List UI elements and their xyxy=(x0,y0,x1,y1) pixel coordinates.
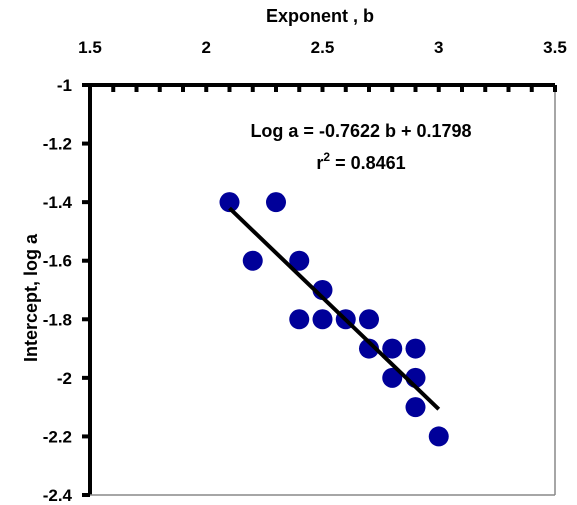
y-tick-label: -1.4 xyxy=(43,193,73,212)
data-point xyxy=(312,309,333,330)
y-tick-label: -2.2 xyxy=(43,427,72,446)
trendline xyxy=(228,206,441,411)
data-point xyxy=(382,338,403,359)
r-squared-symbol: r xyxy=(316,153,323,173)
data-point xyxy=(289,309,310,330)
data-point xyxy=(405,338,426,359)
data-point xyxy=(219,192,240,213)
x-tick-label: 2.5 xyxy=(311,38,335,57)
y-tick-label: -2 xyxy=(57,369,72,388)
x-ticks xyxy=(88,85,557,92)
x-tick-label: 3 xyxy=(434,38,443,57)
y-tick-labels: -1 -1.2 -1.4 -1.6 -1.8 -2 -2.2 -2.4 xyxy=(43,76,73,505)
r-squared-superscript: 2 xyxy=(323,150,330,164)
x-tick-label: 2 xyxy=(202,38,211,57)
data-point xyxy=(359,338,379,359)
regression-equation: Log a = -0.7622 b + 0.1798 xyxy=(250,121,471,141)
x-tick-labels: 1.5 2 2.5 3 3.5 xyxy=(78,38,567,57)
y-tick-label: -1 xyxy=(57,76,72,95)
y-tick-label: -1.2 xyxy=(43,135,72,154)
data-point xyxy=(382,367,403,388)
x-axis-title: Exponent , b xyxy=(266,6,374,26)
y-ticks xyxy=(82,83,90,497)
y-tick-label: -2.4 xyxy=(43,486,73,505)
data-point xyxy=(242,250,263,271)
data-point xyxy=(405,397,426,418)
r-squared-label: r2 = 0.8461 xyxy=(316,150,405,173)
data-point xyxy=(428,426,449,447)
r-squared-value: = 0.8461 xyxy=(330,153,406,173)
data-point xyxy=(289,250,310,271)
y-tick-label: -1.6 xyxy=(43,252,72,271)
x-tick-label: 3.5 xyxy=(543,38,567,57)
data-point xyxy=(266,192,286,213)
data-point xyxy=(359,309,379,330)
y-tick-label: -1.8 xyxy=(43,310,72,329)
x-tick-label: 1.5 xyxy=(78,38,102,57)
y-axis-title: Intercept, log a xyxy=(21,233,41,362)
